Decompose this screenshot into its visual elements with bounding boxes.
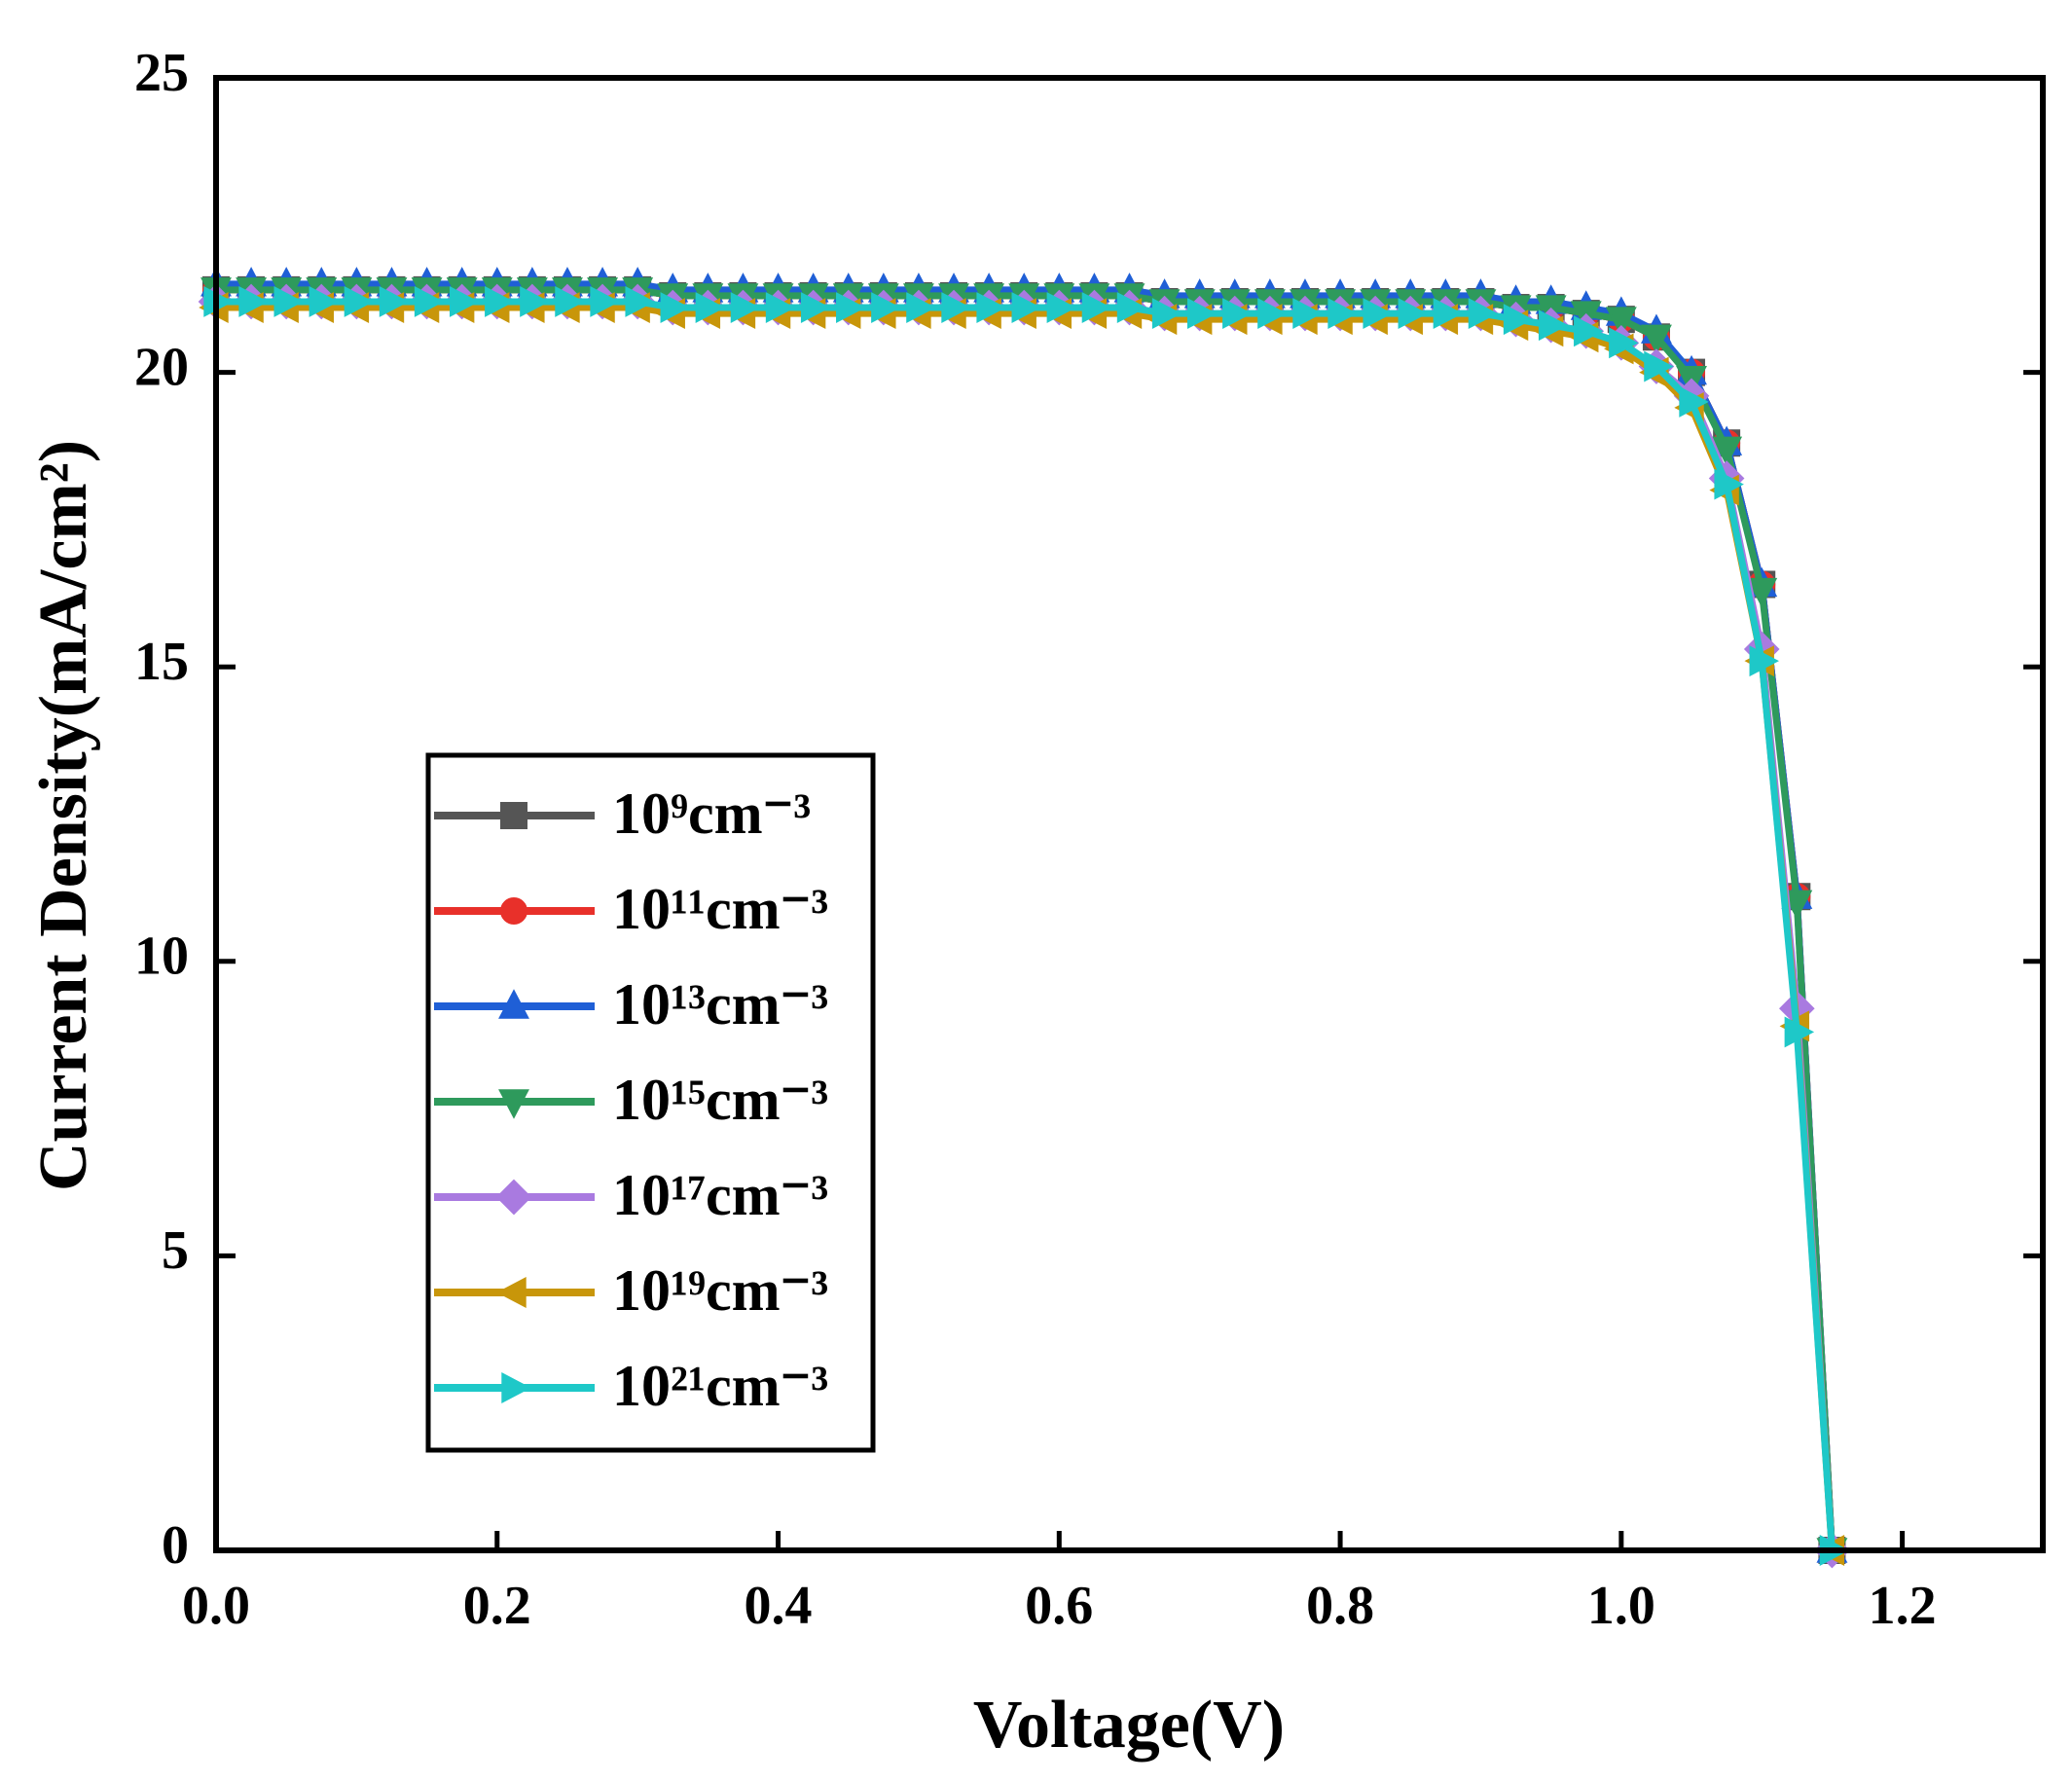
marker <box>590 286 620 317</box>
marker <box>500 897 527 925</box>
marker <box>1746 577 1778 608</box>
marker <box>800 292 831 323</box>
marker <box>449 286 480 317</box>
x-axis-title: Voltage(V) <box>973 1688 1285 1763</box>
marker <box>273 286 304 317</box>
marker <box>1186 298 1218 330</box>
x-tick-label: 1.0 <box>1587 1576 1655 1636</box>
legend-label: 10¹⁷cm⁻³ <box>612 1163 828 1227</box>
marker <box>555 286 585 317</box>
y-tick-label: 20 <box>134 337 189 397</box>
marker <box>500 802 527 829</box>
marker <box>1292 298 1323 330</box>
marker <box>1363 298 1393 330</box>
marker <box>1784 1016 1815 1048</box>
marker <box>501 1372 531 1403</box>
marker <box>976 292 1006 323</box>
marker <box>498 1089 529 1119</box>
legend-label: 10¹⁹cm⁻³ <box>612 1258 828 1323</box>
y-tick-label: 10 <box>134 927 189 987</box>
marker <box>836 292 866 323</box>
marker <box>520 286 550 317</box>
y-tick-label: 0 <box>162 1515 189 1576</box>
marker <box>1640 324 1672 355</box>
legend-label: 10¹⁵cm⁻³ <box>612 1068 828 1132</box>
marker <box>1116 292 1147 323</box>
marker <box>1679 385 1709 418</box>
marker <box>1081 292 1112 323</box>
legend-label: 10¹¹cm⁻³ <box>612 877 828 941</box>
marker <box>1433 298 1464 330</box>
marker <box>765 292 796 323</box>
marker <box>309 286 340 317</box>
y-axis-title: Current Density(mA/cm²) <box>26 440 101 1191</box>
marker <box>1749 645 1779 677</box>
marker <box>1046 292 1077 323</box>
marker <box>1574 315 1604 347</box>
marker <box>1605 307 1637 337</box>
marker <box>906 292 936 323</box>
marker <box>941 292 971 323</box>
legend-label: 10⁹cm⁻³ <box>612 782 811 846</box>
x-tick-label: 1.2 <box>1869 1576 1937 1636</box>
marker <box>1714 468 1744 500</box>
marker <box>238 286 269 317</box>
marker <box>1468 298 1499 330</box>
marker <box>695 292 726 323</box>
marker <box>379 286 410 317</box>
marker <box>1609 327 1639 359</box>
x-tick-label: 0.6 <box>1025 1576 1093 1636</box>
marker <box>1503 304 1534 336</box>
x-tick-label: 0.8 <box>1306 1576 1374 1636</box>
marker <box>1398 298 1429 330</box>
plot-frame <box>213 75 2046 1553</box>
marker <box>730 292 761 323</box>
marker <box>344 286 375 317</box>
legend-label: 10¹³cm⁻³ <box>612 972 828 1036</box>
marker <box>496 1277 527 1308</box>
marker <box>871 292 901 323</box>
marker <box>495 1179 532 1216</box>
marker <box>414 286 445 317</box>
marker <box>1257 298 1288 330</box>
marker <box>1327 298 1358 330</box>
x-tick-label: 0.4 <box>745 1576 813 1636</box>
marker <box>625 286 655 317</box>
marker <box>1011 292 1041 323</box>
x-tick-label: 0.0 <box>182 1576 250 1636</box>
y-tick-label: 25 <box>134 43 189 103</box>
y-tick-label: 15 <box>134 632 189 692</box>
y-tick-label: 5 <box>162 1220 189 1281</box>
marker <box>485 286 515 317</box>
marker <box>1222 298 1253 330</box>
legend-label: 10²¹cm⁻³ <box>612 1354 828 1418</box>
marker <box>1538 309 1569 342</box>
marker <box>660 292 691 323</box>
marker <box>1151 298 1182 330</box>
marker <box>498 989 529 1019</box>
marker <box>1644 350 1674 382</box>
marker <box>1711 436 1743 467</box>
x-tick-label: 0.2 <box>463 1576 531 1636</box>
